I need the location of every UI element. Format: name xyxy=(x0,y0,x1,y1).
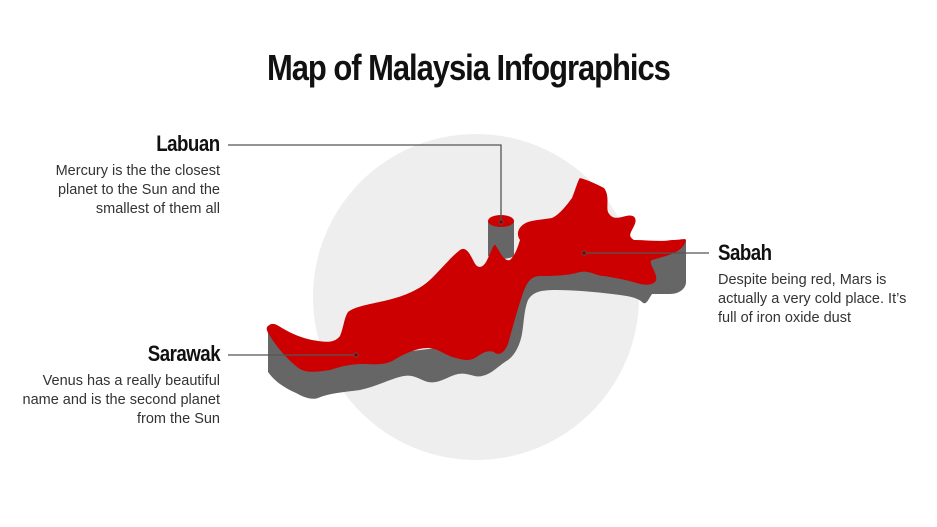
region-description: Venus has a really beautiful name and is… xyxy=(22,373,221,427)
region-description: Despite being red, Mars is actually a ve… xyxy=(718,272,907,326)
region-description: Mercury is the the closest planet to the… xyxy=(55,163,220,217)
region-heading: Labuan xyxy=(156,131,221,156)
sabah-connector-dot xyxy=(581,250,587,256)
region-label-sarawak: Sarawak Venus has a really beautiful nam… xyxy=(20,341,221,429)
region-heading: Sarawak xyxy=(147,341,221,366)
labuan-connector-line xyxy=(228,144,502,222)
sarawak-connector-dot xyxy=(353,352,359,358)
region-label-sabah: Sabah Despite being red, Mars is actuall… xyxy=(718,240,918,328)
map-top-surface xyxy=(266,178,686,372)
region-label-labuan: Labuan Mercury is the the closest planet… xyxy=(20,131,221,219)
region-heading: Sabah xyxy=(718,240,772,265)
labuan-connector-dot xyxy=(498,219,504,225)
page-title: Map of Malaysia Infographics xyxy=(266,47,671,88)
